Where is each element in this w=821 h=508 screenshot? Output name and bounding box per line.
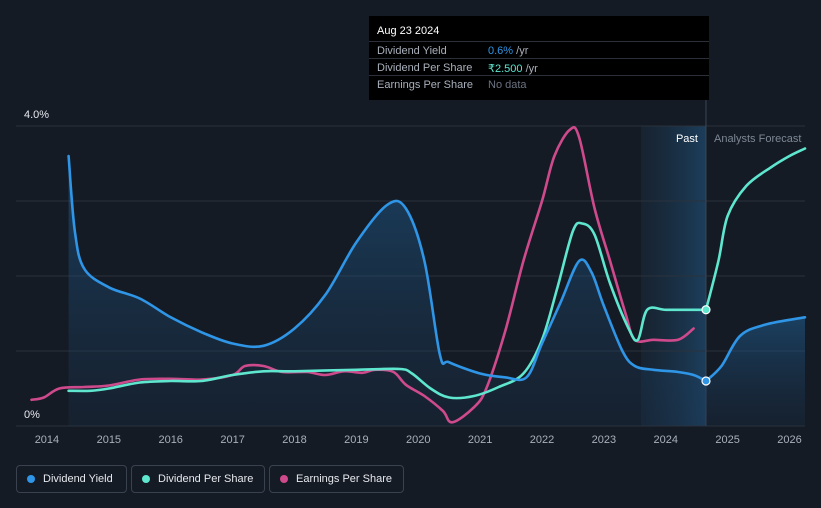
x-tick-label: 2016 [158, 434, 182, 446]
series-line-yield_fc [704, 316, 807, 383]
x-tick-label: 2014 [35, 434, 59, 446]
legend-label: Dividend Yield [43, 473, 113, 485]
series-area-yield [68, 156, 707, 426]
legend-dot-icon [142, 475, 150, 483]
x-tick-label: 2017 [220, 434, 244, 446]
legend-dot-icon [27, 475, 35, 483]
x-tick-label: 2022 [530, 434, 554, 446]
series-line-eps [30, 125, 695, 424]
x-tick-label: 2025 [715, 434, 739, 446]
tooltip-label: Dividend Yield [377, 45, 447, 57]
x-tick-label: 2026 [777, 434, 801, 446]
x-tick-label: 2019 [344, 434, 368, 446]
legend-dot-icon [280, 475, 288, 483]
legend-earnings-per-share-button[interactable]: Earnings Per Share [269, 465, 404, 493]
x-tick-label: 2024 [654, 434, 678, 446]
y-label-bottom: 0% [24, 409, 40, 421]
x-tick-label: 2018 [282, 434, 306, 446]
series-line-dps_fc [704, 147, 807, 312]
forecast-label: Analysts Forecast [714, 133, 801, 145]
tooltip: Aug 23 2024 Dividend Yield 0.6% /yr Divi… [369, 16, 709, 100]
marker-layer [701, 305, 711, 386]
legend-dividend-per-share-button[interactable]: Dividend Per Share [131, 465, 265, 493]
tooltip-date: Aug 23 2024 [377, 25, 440, 37]
tooltip-value: ₹2.500 /yr [488, 63, 538, 75]
series-area-yield_fc [706, 317, 805, 426]
tooltip-label: Dividend Per Share [377, 62, 473, 74]
x-tick-label: 2021 [468, 434, 492, 446]
tooltip-row-dividend-yield: Dividend Yield 0.6% /yr [369, 41, 709, 59]
series-line-dps [67, 221, 708, 400]
x-tick-label: 2023 [592, 434, 616, 446]
legend-label: Earnings Per Share [296, 473, 392, 485]
legend-label: Dividend Per Share [158, 473, 254, 485]
past-label: Past [676, 133, 698, 145]
line-layer [30, 125, 807, 424]
legend-dividend-yield-button[interactable]: Dividend Yield [16, 465, 127, 493]
yield-marker [701, 376, 711, 386]
tooltip-label: Earnings Per Share [377, 79, 473, 91]
y-label-top: 4.0% [24, 109, 49, 121]
dps-marker [701, 305, 711, 315]
tooltip-value: 0.6% /yr [488, 45, 529, 57]
series-line-yield [67, 154, 708, 383]
x-tick-label: 2015 [97, 434, 121, 446]
tooltip-value: No data [488, 79, 527, 91]
x-tick-label: 2020 [406, 434, 430, 446]
tooltip-row-earnings-per-share: Earnings Per Share No data [369, 75, 709, 93]
area-layer [68, 156, 805, 426]
tooltip-row-dividend-per-share: Dividend Per Share ₹2.500 /yr [369, 58, 709, 76]
axis-labels: 4.0% 0% 2014 2015 2016 2017 2018 2019 2020 2021 20… [24, 109, 802, 446]
